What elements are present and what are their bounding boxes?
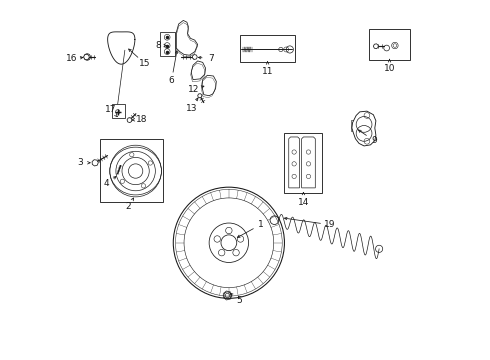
Text: 15: 15 (139, 59, 150, 68)
Polygon shape (202, 75, 216, 96)
Bar (240, 35, 295, 62)
Polygon shape (191, 61, 205, 80)
Text: 3: 3 (77, 158, 83, 167)
Text: 2: 2 (125, 202, 131, 211)
Text: 16: 16 (66, 54, 77, 63)
Polygon shape (373, 44, 378, 49)
Text: 5: 5 (236, 296, 242, 305)
Text: 10: 10 (384, 64, 395, 73)
Text: 1: 1 (258, 220, 264, 229)
Text: 19: 19 (323, 220, 335, 229)
Text: 11: 11 (262, 67, 273, 76)
Text: 7: 7 (208, 54, 214, 63)
Text: 17: 17 (105, 105, 117, 114)
Text: 12: 12 (188, 85, 199, 94)
Polygon shape (193, 55, 197, 59)
Polygon shape (176, 21, 197, 55)
Polygon shape (197, 94, 202, 98)
Bar (285, 134, 322, 193)
Text: 18: 18 (136, 115, 147, 124)
Polygon shape (302, 137, 315, 188)
Bar (100, 139, 163, 202)
Text: 8: 8 (155, 41, 161, 50)
Polygon shape (92, 160, 98, 166)
Bar (112, 104, 125, 118)
Text: 6: 6 (169, 76, 174, 85)
Text: 14: 14 (298, 198, 309, 207)
Text: 13: 13 (186, 104, 197, 113)
Bar (368, 30, 410, 60)
Bar (351, 121, 355, 131)
Polygon shape (289, 137, 299, 188)
Text: 4: 4 (104, 179, 110, 188)
Bar (160, 32, 175, 56)
Polygon shape (127, 118, 132, 123)
Text: 9: 9 (371, 136, 377, 145)
Polygon shape (352, 111, 376, 146)
Polygon shape (84, 54, 89, 60)
